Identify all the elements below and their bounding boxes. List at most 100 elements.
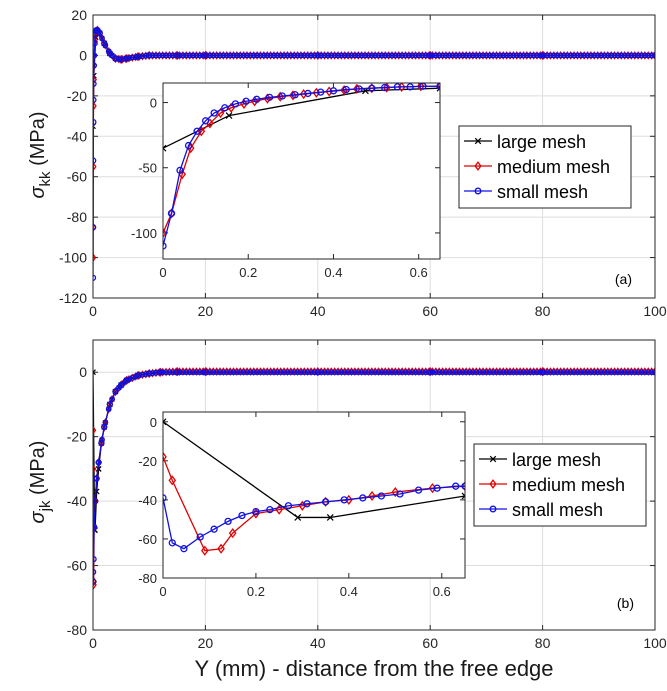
panel-1-main-point [362, 369, 368, 376]
panel-0-main-point [574, 52, 581, 59]
panel-0-main-point [497, 52, 503, 59]
panel-0-main-point [281, 52, 287, 59]
panel-1-main-ytick-label: -20 [67, 429, 87, 445]
panel-0-main-point [493, 52, 500, 59]
panel-1-main-point [375, 369, 382, 376]
panel-1-main-point [631, 369, 638, 376]
panel-0-main-point [274, 52, 281, 59]
panel-1-main-point [203, 369, 210, 376]
panel-0-inset-ytick-label: 0 [150, 96, 157, 111]
panel-1-main-point [554, 369, 561, 376]
panel-1-main-point [314, 369, 321, 376]
panel-0-legend-label: small mesh [497, 182, 588, 202]
panel-0-main-point [95, 28, 102, 35]
panel-0-main-point [352, 52, 358, 59]
panel-0-inset-point [163, 144, 167, 152]
panel-0-main-point [405, 52, 412, 59]
panel-1-inset-point [368, 490, 376, 502]
panel-1-main-point [581, 369, 588, 376]
panel-0-inset-point [312, 87, 321, 98]
panel-0-inset-point [193, 127, 201, 135]
panel-0-main-point [594, 52, 601, 59]
panel-0-main-point [389, 52, 395, 59]
panel-1-main-point [409, 369, 416, 376]
panel-0-main-point [517, 52, 523, 59]
panel-1-main-point [200, 369, 207, 376]
panel-0-main-point [149, 52, 156, 59]
panel-1-main-point [93, 425, 97, 435]
panel-0-main-ytick-label: -20 [67, 88, 87, 104]
panel-1-inset-point [163, 451, 167, 463]
panel-0-main-point [584, 52, 591, 59]
panel-1-main-point [180, 369, 186, 376]
panel-0-main-point [399, 52, 405, 59]
panel-0-main-point [375, 52, 382, 59]
panel-0-main-point [109, 52, 115, 59]
panel-0-main-point [99, 35, 105, 42]
panel-0-inset-point [299, 88, 308, 100]
panel-0-legend-entry: large mesh [464, 132, 586, 152]
panel-1-main-point [105, 406, 112, 412]
panel-0-inset-point [436, 83, 440, 92]
panel-1-main-point [98, 439, 105, 447]
panel-0-legend-entry: small mesh [464, 182, 588, 202]
panel-1-main-point [301, 369, 308, 376]
panel-0-main-point [618, 52, 625, 59]
panel-1-inset-ytick-label: 0 [150, 415, 157, 430]
panel-0-inset-point [368, 84, 376, 92]
panel-1-main-point [459, 369, 466, 376]
panel-0-main-point [93, 52, 98, 59]
panel-1-main-point [163, 369, 169, 376]
panel-0-main-point [136, 53, 142, 60]
panel-1-main-point [156, 369, 163, 376]
panel-1-main-point [534, 369, 540, 376]
panel-1-main-ytick-label: -80 [67, 622, 87, 638]
panel-1-main-point [513, 369, 520, 376]
panel-0-main-point [93, 40, 98, 47]
panel-0-main-point [443, 52, 449, 59]
panel-0-main-point [176, 52, 183, 59]
panel-0-main-point [395, 52, 402, 59]
panel-0-inset-point [242, 97, 250, 105]
panel-0-main-point [554, 52, 561, 59]
panel-1-main-point [264, 369, 271, 376]
panel-0-inset-point [406, 83, 414, 91]
panel-0-inset-line-small-mesh [163, 85, 440, 247]
panel-1-legend-entry: small mesh [479, 500, 603, 520]
panel-1-inset-axes: 0 0.2 0.4 0.6 0 -20 -40 -60 -80 [138, 412, 465, 599]
panel-1-inset-ytick-label: -60 [138, 532, 157, 547]
panel-1-main-point [341, 369, 348, 376]
panel-1-main-point [223, 369, 230, 376]
panel-1-main-point [561, 369, 567, 376]
panel-1-main-point [308, 369, 314, 376]
panel-1-main-point [382, 369, 389, 376]
panel-1-main-point [466, 369, 473, 376]
panel-1-main-point [608, 369, 615, 376]
panel-1-main-point [625, 369, 631, 376]
panel-1-inset-point [224, 517, 232, 526]
panel-0-legend-box [458, 125, 632, 209]
panel-1-main-point [446, 369, 453, 376]
panel-0-main-point [510, 52, 517, 59]
panel-1-main-point [436, 369, 443, 376]
panel-0-inset-xtick-label: 0.6 [410, 265, 428, 280]
panel-0-main-point [513, 52, 520, 59]
panel-1-main-point [159, 369, 166, 376]
panel-0-main-point [631, 52, 638, 59]
panel-1-main-point [254, 369, 260, 376]
panel-1-main-point [338, 369, 345, 376]
panel-1-inset-line-large-mesh [163, 421, 465, 519]
panel-1-main-point [611, 369, 618, 376]
panel-0-inset-series-small-mesh [163, 83, 440, 250]
panel-0-main-point [139, 53, 146, 60]
panel-1-main-point [432, 369, 439, 376]
panel-1-main-point [93, 497, 99, 505]
panel-1-main-xtick-label: 60 [422, 635, 438, 651]
panel-1-main-point [190, 369, 196, 376]
panel-0-main-point [183, 52, 190, 59]
panel-0-main-point [93, 62, 97, 69]
panel-1-inset-point [228, 527, 237, 539]
panel-1-main-point [166, 369, 173, 376]
panel-1-main-point [419, 369, 426, 376]
panel-1-main-point [557, 369, 564, 376]
